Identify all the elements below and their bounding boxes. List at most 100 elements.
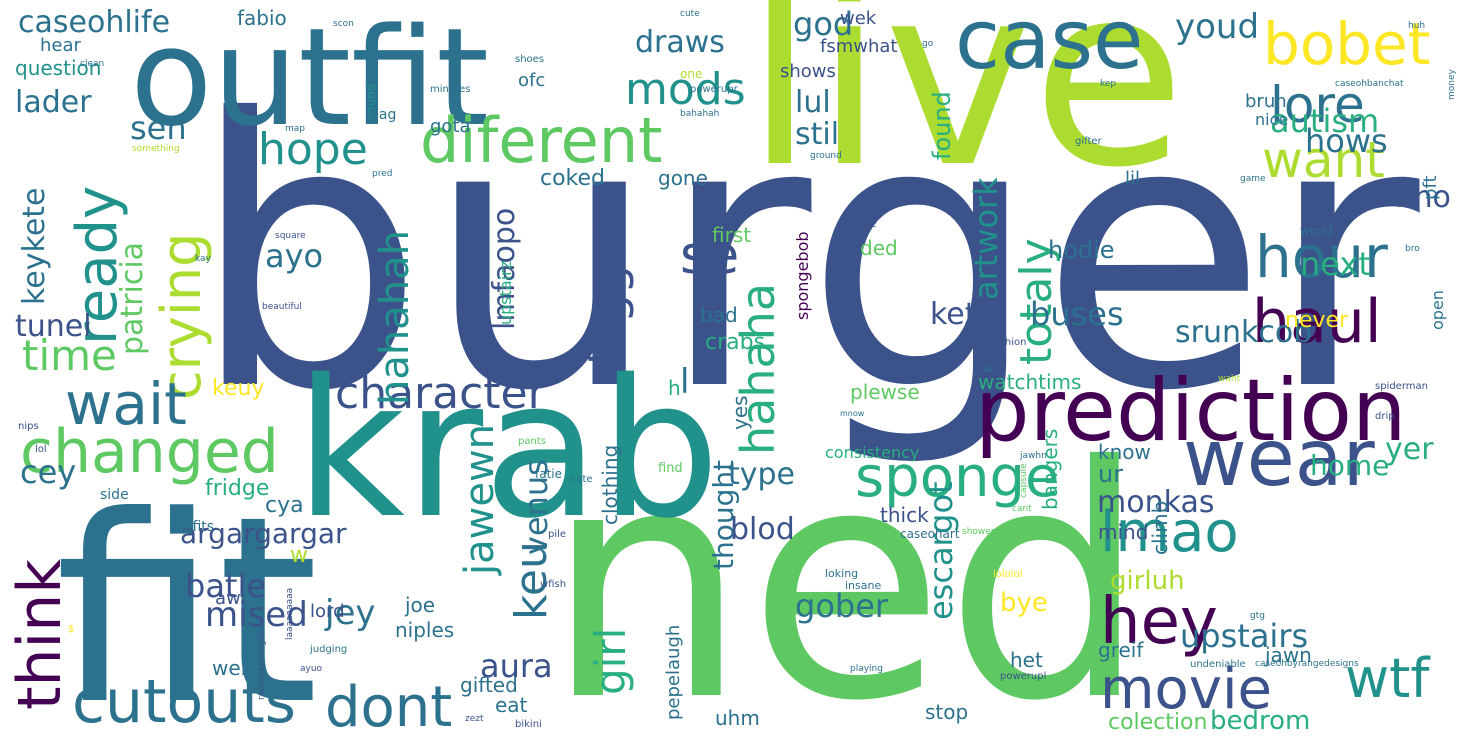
word-bahahah: bahahah xyxy=(680,109,720,119)
word-powerupr: powerupr xyxy=(690,84,738,95)
word-next: next xyxy=(1300,245,1371,283)
word-pred: pred xyxy=(372,169,393,179)
word-schol: schol xyxy=(842,327,868,338)
word-map: map xyxy=(285,124,305,134)
word-joe: joe xyxy=(405,593,436,617)
word-hear: hear xyxy=(40,35,81,56)
word-escargot: escargot xyxy=(922,481,960,620)
word-clothing: clothing xyxy=(598,444,622,525)
word-wtf: wtf xyxy=(1345,647,1430,710)
word-thick: thick xyxy=(880,503,929,527)
word-gota: gota xyxy=(430,116,471,137)
word-krab: krab xyxy=(295,339,721,560)
word-h: h xyxy=(668,376,681,400)
word-lmao: lmao xyxy=(1100,500,1239,565)
word-bag: bag xyxy=(370,107,397,123)
word-gober: gober xyxy=(795,587,889,625)
word-hope: hope xyxy=(258,124,368,175)
word-shower: shower xyxy=(962,527,995,537)
word-l: l xyxy=(680,362,690,402)
word-se: se xyxy=(680,226,740,286)
word-mods: mods xyxy=(625,64,746,115)
word-scon: scon xyxy=(333,19,354,29)
word-oufits: oufits xyxy=(175,519,215,535)
word-home: home xyxy=(1310,449,1390,482)
word-mind: mind xyxy=(1098,520,1149,544)
word-lololol: lololol xyxy=(993,569,1023,580)
word-bro: bro xyxy=(1405,244,1420,254)
word-go: go xyxy=(922,39,934,49)
word-cutouts: cutouts xyxy=(72,667,297,737)
word-ket: ket xyxy=(930,297,977,332)
word-shoes: shoes xyxy=(515,54,545,65)
word-ofc: ofc xyxy=(518,70,546,91)
word-het: het xyxy=(1010,648,1043,672)
word-aw: aw xyxy=(215,588,241,609)
word-fit: fit xyxy=(55,461,319,748)
word-shows: shows xyxy=(780,61,836,82)
word-kay: kay xyxy=(195,254,211,264)
word-clean: clean xyxy=(80,59,105,69)
word-powerupl: powerupl xyxy=(1000,671,1047,682)
word-keykete: keykete xyxy=(17,187,52,306)
word-found: found xyxy=(928,91,956,160)
word-bruh: bruh xyxy=(1245,91,1287,112)
word-girluh: girluh xyxy=(1110,566,1185,596)
word-pants: pants xyxy=(518,436,546,447)
word-coked: coked xyxy=(540,166,606,191)
word-pepelaugh: pepelaugh xyxy=(663,624,684,720)
word-open: open xyxy=(1428,290,1447,330)
word-case: case xyxy=(955,0,1144,88)
word-youd: youd xyxy=(1175,7,1260,47)
word-type: type xyxy=(728,457,796,492)
word-bye: bye xyxy=(1000,588,1048,618)
word-question: question xyxy=(15,56,102,80)
word-live: live xyxy=(745,0,1186,222)
word-nice: nice xyxy=(1255,110,1289,129)
word-world: world xyxy=(1300,224,1334,238)
word-cute: cute xyxy=(680,9,700,19)
word-character: character xyxy=(335,368,546,419)
word-bedrom: bedrom xyxy=(1210,706,1311,736)
word-god: god xyxy=(793,5,854,43)
word-hahahah: hahahah xyxy=(372,230,418,405)
word-jey: jey xyxy=(325,593,376,633)
word-da: da xyxy=(980,364,993,375)
word-lol: lol xyxy=(35,444,47,455)
word-never: never xyxy=(1285,308,1349,333)
word-spongebob: spongebob xyxy=(793,231,812,320)
word-changed: changed xyxy=(20,417,279,487)
word-autism: autism xyxy=(1270,102,1380,140)
word-hour: hour xyxy=(1255,223,1388,291)
word-girl: girl xyxy=(586,627,635,695)
word-monkas: monkas xyxy=(1097,485,1215,520)
word-time: time xyxy=(22,331,117,380)
word-drip: drip xyxy=(1375,411,1395,422)
word-square: square xyxy=(275,231,306,241)
word-fabio: fabio xyxy=(237,6,287,30)
word-mnow: mnow xyxy=(840,409,865,418)
word-lil: lil xyxy=(1125,168,1141,189)
word-kep: kep xyxy=(1100,79,1117,89)
word-patricia: patricia xyxy=(115,241,150,355)
word-lul: lul xyxy=(795,85,831,120)
word-eat: eat xyxy=(495,693,528,717)
word-something: something xyxy=(132,144,180,154)
word-crabs: crabs xyxy=(705,330,766,355)
word-sponge: sponge xyxy=(855,445,1060,510)
word-hodie: hodie xyxy=(1048,236,1115,264)
word-first: first xyxy=(712,223,752,247)
word-bikini: bikini xyxy=(515,719,542,730)
word-pile: pile xyxy=(548,529,567,540)
word-minutes: minutes xyxy=(430,84,471,95)
word-draws: draws xyxy=(635,25,725,60)
word-gone: gone xyxy=(658,166,708,190)
word-srunkcob: srunkcob xyxy=(1175,315,1313,350)
word-ayuo: ayuo xyxy=(300,664,323,674)
word-yer: yer xyxy=(1385,432,1434,467)
word-diferent: diferent xyxy=(420,104,663,177)
word-colection: colection xyxy=(1108,710,1208,735)
word-jawhn: jawhn xyxy=(1020,451,1047,461)
word-wfish: wfish xyxy=(540,579,567,590)
word-caseohlife: caseohlife xyxy=(18,5,171,40)
